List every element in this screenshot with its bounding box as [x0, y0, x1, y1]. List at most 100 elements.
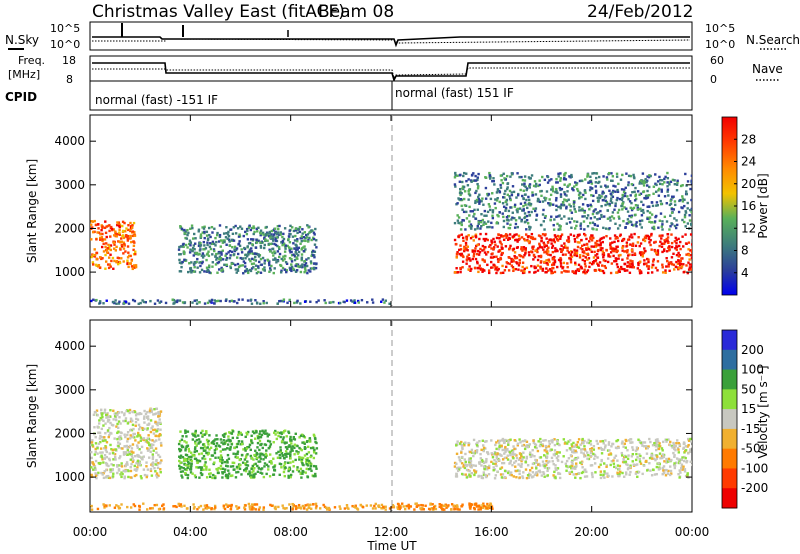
velocity-echo: [592, 448, 596, 451]
velocity-echo: [484, 440, 487, 443]
power-echo: [305, 264, 309, 268]
power-echo: [617, 257, 620, 260]
velocity-echo: [277, 450, 280, 454]
velocity-echo: [468, 473, 471, 476]
power-echo: [675, 245, 678, 248]
power-echo: [507, 214, 511, 218]
velocity-echo: [143, 427, 146, 431]
velocity-echo: [518, 472, 521, 475]
power-echo: [197, 228, 201, 231]
power-echo: [504, 233, 508, 236]
power-echo: [564, 246, 567, 249]
power-echo: [537, 255, 540, 258]
velocity-echo: [96, 426, 100, 429]
power-echo: [220, 269, 223, 272]
velocity-echo: [146, 428, 149, 431]
velocity-echo: [267, 433, 271, 436]
velocity-echo: [155, 476, 159, 479]
power-echo: [600, 195, 603, 198]
power-echo: [124, 235, 128, 238]
velocity-echo: [256, 470, 260, 474]
velocity-echo: [291, 503, 295, 506]
velocity-echo: [269, 460, 273, 463]
power-echo: [604, 184, 607, 187]
velocity-echo: [531, 462, 535, 466]
velocity-echo: [91, 445, 95, 448]
power-echo: [587, 247, 591, 251]
power-echo: [206, 241, 209, 244]
velocity-echo: [553, 443, 557, 447]
power-echo: [272, 239, 275, 242]
velocity-echo: [309, 464, 313, 468]
power-echo: [459, 244, 462, 247]
velocity-echo: [637, 470, 641, 474]
power-echo: [489, 256, 493, 259]
velocity-echo: [153, 408, 156, 411]
power-echo: [566, 262, 569, 265]
power-echo: [467, 234, 470, 237]
power-echo: [631, 264, 634, 267]
velocity-echo: [552, 453, 556, 456]
power-echo: [631, 266, 634, 269]
power-echo: [477, 222, 480, 226]
velocity-echo: [673, 445, 676, 448]
power-echo: [567, 184, 570, 187]
power-echo: [213, 227, 216, 230]
power-echo: [276, 302, 279, 305]
power-echo: [308, 236, 311, 240]
power-echo: [661, 250, 664, 254]
power-echo: [272, 271, 275, 275]
power-echo: [239, 264, 242, 267]
power-echo: [180, 227, 184, 230]
power-echo: [590, 262, 594, 266]
velocity-echo: [129, 465, 132, 469]
velocity-echo: [134, 468, 137, 471]
velocity-echo: [250, 434, 253, 437]
power-echo: [476, 208, 479, 211]
power-echo: [102, 250, 106, 253]
power-echo: [197, 253, 200, 256]
power-echo: [246, 271, 250, 275]
velocity-echo: [192, 507, 196, 510]
velocity-echo: [604, 444, 607, 447]
power-echo: [189, 227, 192, 230]
power-echo: [536, 197, 540, 201]
power-echo: [689, 254, 692, 257]
power-echo: [509, 244, 512, 248]
power-echo: [510, 260, 513, 263]
power-echo: [633, 252, 637, 255]
velocity-echo: [227, 472, 231, 475]
power-echo: [621, 208, 624, 211]
velocity-echo: [129, 506, 133, 509]
velocity-echo: [135, 444, 139, 447]
velocity-echo: [575, 465, 578, 468]
velocity-echo: [308, 439, 311, 442]
velocity-echo: [345, 503, 349, 507]
velocity-echo: [553, 438, 556, 441]
power-echo: [130, 265, 134, 268]
power-echo: [241, 257, 245, 260]
velocity-echo: [219, 464, 223, 468]
velocity-echo: [155, 474, 158, 477]
power-echo: [234, 263, 237, 267]
velocity-echo: [217, 456, 220, 459]
power-echo: [630, 233, 633, 236]
velocity-echo: [180, 444, 183, 447]
velocity-echo: [606, 472, 609, 475]
power-echo: [489, 177, 492, 180]
power-echo: [203, 270, 206, 273]
power-echo: [609, 199, 613, 203]
velocity-echo: [656, 438, 659, 441]
power-echo: [664, 240, 667, 244]
power-echo: [462, 185, 466, 189]
power-echo: [102, 302, 105, 305]
power-echo: [639, 251, 642, 254]
power-echo: [215, 256, 219, 260]
power-echo: [295, 246, 298, 249]
power-echo: [522, 197, 525, 200]
power-echo: [252, 262, 256, 265]
power-echo: [538, 242, 541, 246]
power-echo: [469, 210, 472, 213]
velocity-echo: [661, 472, 664, 476]
power-echo: [596, 262, 599, 265]
